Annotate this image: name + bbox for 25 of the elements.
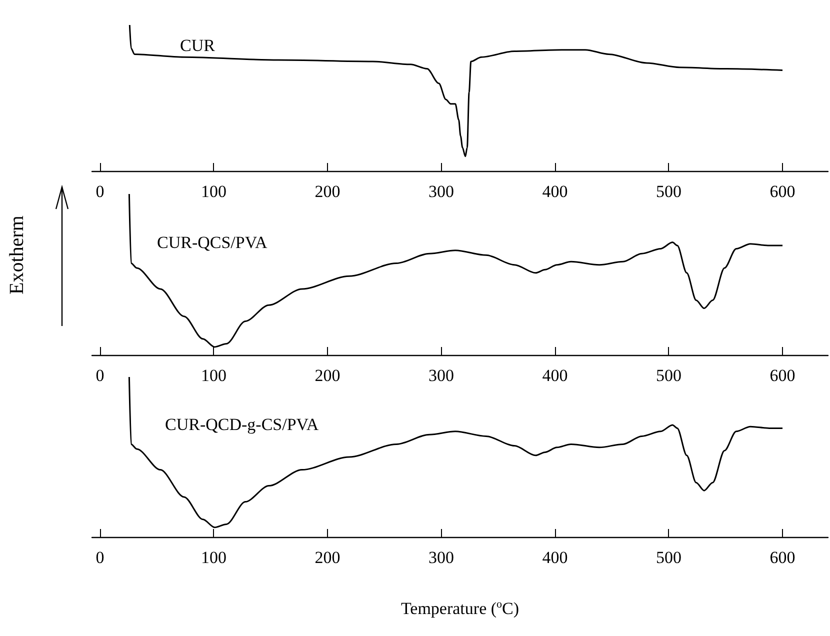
x-tick-label: 600: [770, 182, 796, 201]
x-tick-label: 300: [428, 366, 454, 385]
series-label: CUR-QCD-g-CS/PVA: [165, 415, 320, 434]
x-tick-label: 500: [656, 366, 682, 385]
x-tick-label: 200: [314, 366, 340, 385]
x-tick-label: 400: [542, 366, 568, 385]
x-tick-label: 0: [96, 366, 104, 385]
x-tick-label: 300: [428, 548, 454, 567]
x-tick-label: 0: [96, 548, 104, 567]
x-tick-label: 200: [314, 182, 340, 201]
y-axis-title: Exotherm: [6, 215, 28, 294]
series-label: CUR-QCS/PVA: [157, 233, 268, 252]
x-tick-label: 500: [656, 548, 682, 567]
x-tick-label: 100: [200, 366, 226, 385]
x-tick-label: 300: [428, 182, 454, 201]
x-tick-label: 600: [770, 548, 796, 567]
x-tick-label: 600: [770, 366, 796, 385]
x-tick-label: 400: [542, 548, 568, 567]
x-tick-label: 500: [656, 182, 682, 201]
x-tick-label: 200: [314, 548, 340, 567]
x-tick-label: 100: [200, 182, 226, 201]
x-tick-label: 0: [96, 182, 104, 201]
x-tick-label: 400: [542, 182, 568, 201]
series-label: CUR: [180, 36, 216, 55]
x-tick-label: 100: [200, 548, 226, 567]
